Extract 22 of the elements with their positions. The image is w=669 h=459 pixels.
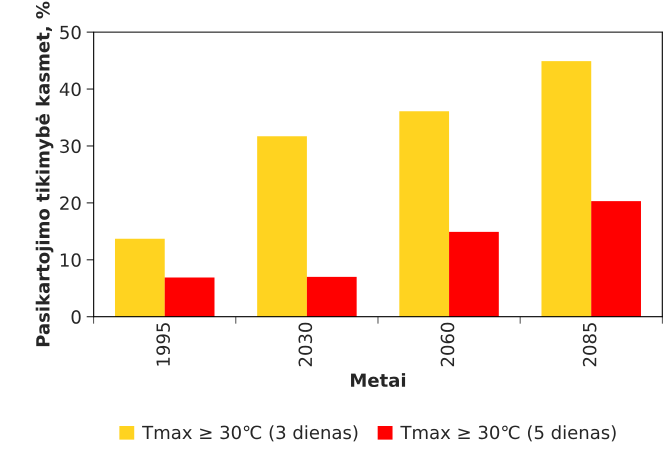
bar [449,232,499,317]
x-tick-label: 1995 [156,323,170,366]
bar [114,238,165,317]
bar [591,201,641,317]
legend-label: Tmax ≥ 30℃ (3 dienas) [142,425,358,442]
y-tick-label: 10 [60,253,81,267]
y-axis-title: Pasikartojimo tikimybė kasmet, % [36,2,54,346]
bar [306,276,357,317]
bar [164,277,214,317]
y-tick-label: 20 [60,196,81,210]
x-tick-label: 2060 [440,322,454,366]
bar [541,61,592,317]
legend-label: Tmax ≥ 30℃ (5 dienas) [400,425,616,442]
y-tick-label: 40 [60,82,81,96]
y-tick-label: 30 [60,139,81,154]
x-tick-label: 2085 [582,323,596,366]
y-tick-label: 50 [60,26,81,40]
x-axis-title: Metai [351,373,406,388]
y-tick-label: 0 [72,310,81,324]
x-tick-label: 2030 [298,322,312,366]
bar [257,136,307,317]
bar [399,111,450,317]
